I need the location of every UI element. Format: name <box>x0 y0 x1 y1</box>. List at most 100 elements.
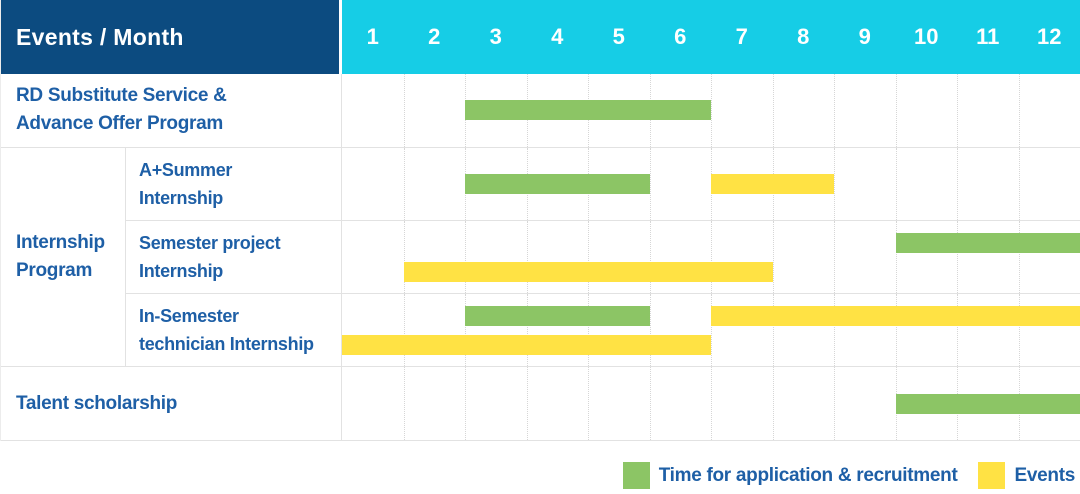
gantt-bar-recruitment <box>895 393 1080 414</box>
month-column-12 <box>1018 294 1080 367</box>
month-column-2 <box>403 220 466 294</box>
month-header-9: 9 <box>858 24 871 49</box>
bar-line <box>342 100 1080 121</box>
month-column-12 <box>1018 147 1080 220</box>
month-column-7 <box>711 294 773 367</box>
month-column-10 <box>895 294 958 367</box>
bar-line <box>342 232 1080 253</box>
group-label: Internship <box>16 232 105 253</box>
bar-lines <box>342 294 1080 366</box>
month-header-row: 1 2 3 4 5 6 7 8 9 10 11 12 <box>342 0 1080 74</box>
legend-item-recruitment: Time for application & recruitment <box>622 462 958 489</box>
row-label: A+Summer <box>139 159 233 180</box>
month-column-5 <box>588 220 650 294</box>
month-column-2 <box>403 367 466 440</box>
legend-label-event: Events <box>1014 464 1075 486</box>
month-column-9 <box>834 220 896 294</box>
month-gridlines <box>342 294 1080 367</box>
gantt-bar-recruitment <box>465 100 711 121</box>
month-column-11 <box>957 74 1019 147</box>
month-column-2 <box>403 147 466 220</box>
row-label: Semester project <box>139 233 281 253</box>
month-column-10 <box>895 74 958 147</box>
month-header-2: 2 <box>428 24 441 49</box>
row-label-cell: Semester project Internship <box>126 220 342 294</box>
month-column-8 <box>772 74 835 147</box>
bar-lines <box>342 74 1080 147</box>
row-label: Internship <box>139 187 224 208</box>
table-body: RD Substitute Service & Advance Offer Pro… <box>1 74 1080 441</box>
bar-line <box>342 334 1080 355</box>
row-label: Talent scholarship <box>16 392 178 414</box>
row-label-cell: A+Summer Internship <box>126 147 342 220</box>
month-column-3 <box>465 220 527 294</box>
row-label-cell: RD Substitute Service & Advance Offer Pro… <box>1 74 342 147</box>
gantt-bar-event <box>403 261 773 282</box>
bar-line <box>342 261 1080 282</box>
bar-line <box>342 305 1080 326</box>
gantt-bar-event <box>711 173 834 194</box>
month-column-4 <box>526 220 589 294</box>
month-header-3: 3 <box>489 24 502 49</box>
month-column-3 <box>465 367 527 440</box>
bar-line <box>342 173 1080 194</box>
month-gridlines <box>342 220 1080 294</box>
month-column-8 <box>772 367 835 440</box>
month-header-1: 1 <box>366 24 379 49</box>
row-label-cell: In-Semester technician Internship <box>126 294 342 367</box>
month-header-5: 5 <box>612 24 625 49</box>
group-section: Internship Program A+Summer Internship Semes… <box>1 147 1080 368</box>
month-column-7 <box>711 367 773 440</box>
month-column-6 <box>649 147 712 220</box>
group-label-cell: Internship Program <box>1 147 126 367</box>
month-column-6 <box>649 367 712 440</box>
table-row: Semester project Internship <box>126 219 1080 294</box>
month-column-11 <box>957 147 1019 220</box>
month-header-7: 7 <box>735 24 748 49</box>
bar-lines <box>342 367 1080 440</box>
chart-cell <box>342 220 1080 294</box>
table-row: A+Summer Internship <box>126 147 1080 220</box>
row-label: In-Semester <box>139 306 239 327</box>
legend-swatch-event <box>978 462 1006 489</box>
month-column-8 <box>772 294 835 367</box>
legend: Time for application & recruitment Events <box>0 462 1080 489</box>
chart-cell <box>342 74 1080 147</box>
month-header-10: 10 <box>914 24 939 49</box>
month-column-2 <box>403 294 466 367</box>
table-header-row: Events / Month 1 2 3 4 5 6 7 8 9 10 11 12 <box>1 0 1080 74</box>
legend-item-event: Events <box>978 462 1075 489</box>
row-label: RD Substitute Service & <box>16 85 227 107</box>
header-divider <box>339 0 342 74</box>
gantt-bar-event <box>342 334 711 355</box>
legend-label-recruitment: Time for application & recruitment <box>658 464 958 486</box>
gantt-bar-recruitment <box>465 305 650 326</box>
month-column-5 <box>588 294 650 367</box>
row-label: Advance Offer Program <box>16 113 223 135</box>
month-column-9 <box>834 147 896 220</box>
month-header-6: 6 <box>674 24 687 49</box>
month-column-6 <box>649 220 712 294</box>
table-row: In-Semester technician Internship <box>126 293 1080 367</box>
month-column-9 <box>834 367 896 440</box>
month-column-4 <box>526 367 589 440</box>
row-section: RD Substitute Service & Advance Offer Pro… <box>1 74 1080 148</box>
bar-lines <box>342 148 1080 220</box>
events-month-table: Events / Month 1 2 3 4 5 6 7 8 9 10 11 12 RD Substi… <box>0 0 1080 441</box>
month-header-8: 8 <box>797 24 810 49</box>
month-column-7 <box>711 74 773 147</box>
row-label: technician Internship <box>139 334 314 355</box>
gantt-bar-event <box>711 305 1080 326</box>
month-column-10 <box>895 147 958 220</box>
month-column-9 <box>834 74 896 147</box>
month-column-10 <box>895 220 958 294</box>
month-header-12: 12 <box>1037 24 1062 49</box>
month-column-8 <box>772 220 835 294</box>
bar-lines <box>342 221 1080 293</box>
month-column-9 <box>834 294 896 367</box>
row-section: Talent scholarship <box>1 367 1080 441</box>
month-column-12 <box>1018 74 1080 147</box>
month-column-12 <box>1018 220 1080 294</box>
table-header-title: Events / Month <box>1 0 339 74</box>
month-column-7 <box>711 220 773 294</box>
